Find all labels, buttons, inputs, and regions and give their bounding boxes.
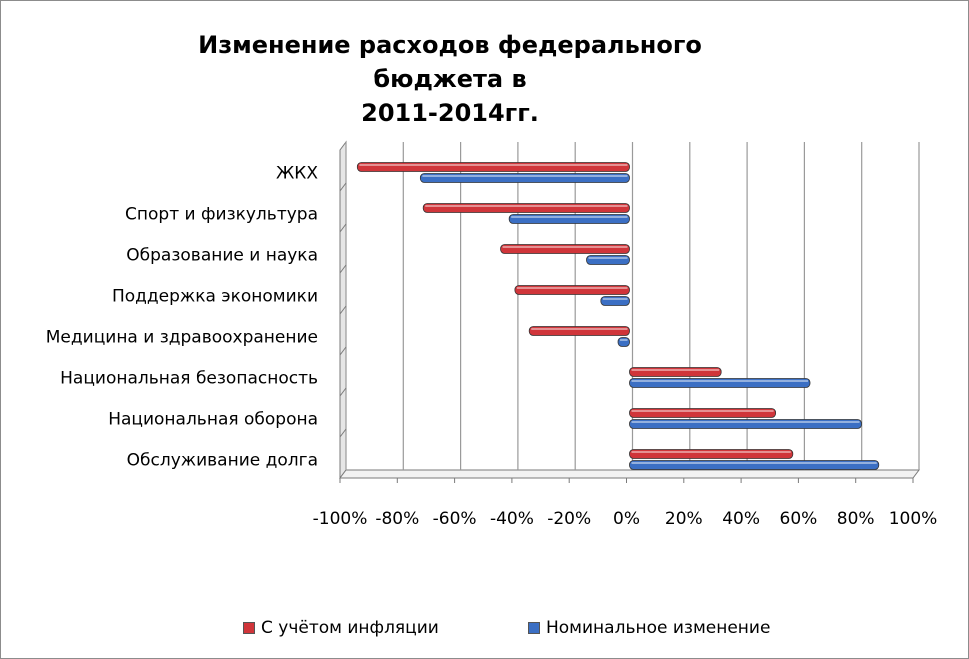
category-label: Образование и наука <box>126 246 318 266</box>
bar-inflation <box>500 244 630 254</box>
bar-body <box>356 162 630 172</box>
bar-nominal <box>586 255 630 265</box>
y-tick <box>339 223 347 233</box>
category-label: Национальная безопасность <box>60 369 318 389</box>
bars <box>356 162 880 470</box>
bar-nominal <box>629 460 880 470</box>
category-label: ЖКХ <box>276 164 318 184</box>
legend-item-nominal: Номинальное изменение <box>528 618 770 638</box>
x-tick-label: 100% <box>889 509 938 529</box>
legend-swatch-nominal <box>528 622 540 634</box>
bar-highlight <box>531 328 628 330</box>
bar-body <box>586 255 630 265</box>
category-label: Национальная оборона <box>108 410 318 430</box>
category-labels: ЖКХ Спорт и физкультура Образование и наук… <box>46 164 319 471</box>
bar-nominal <box>508 214 630 224</box>
bar-body <box>629 460 880 470</box>
bar-body <box>528 326 630 336</box>
bar-highlight <box>631 421 860 423</box>
plot-floor <box>339 469 920 479</box>
bar-highlight <box>588 257 628 259</box>
x-tick-label: 40% <box>722 509 760 529</box>
y-tick <box>339 182 347 192</box>
bar-inflation <box>528 326 630 336</box>
x-tick-label: 0% <box>613 509 640 529</box>
legend-label-inflation: С учётом инфляции <box>261 618 439 638</box>
legend: С учётом инфляции Номинальное изменение <box>0 618 969 642</box>
bar-inflation <box>422 203 630 213</box>
bar-body <box>500 244 630 254</box>
y-tick <box>339 387 347 397</box>
legend-label-nominal: Номинальное изменение <box>546 618 771 638</box>
bar-inflation <box>356 162 630 172</box>
x-tick-label: -40% <box>490 509 534 529</box>
bar-highlight <box>631 451 791 453</box>
bar-highlight <box>631 369 720 371</box>
bar-highlight <box>631 462 877 464</box>
bar-highlight <box>422 175 628 177</box>
bar-body <box>508 214 630 224</box>
bar-body <box>617 337 630 347</box>
x-tick-label: -60% <box>433 509 477 529</box>
bar-highlight <box>602 298 628 300</box>
y-tick <box>339 264 347 274</box>
bar-highlight <box>516 287 628 289</box>
x-tick-label: 20% <box>665 509 703 529</box>
bar-nominal <box>419 173 630 183</box>
bar-body <box>629 378 811 388</box>
bar-highlight <box>511 216 628 218</box>
bar-highlight <box>620 339 628 341</box>
bar-inflation <box>629 408 777 418</box>
bar-body <box>422 203 630 213</box>
category-label: Спорт и физкультура <box>125 205 318 225</box>
y-tick <box>339 428 347 438</box>
category-label: Медицина и здравоохранение <box>46 328 318 348</box>
bar-body <box>514 285 630 295</box>
x-tick-label: 60% <box>780 509 818 529</box>
bar-nominal <box>629 378 811 388</box>
x-tick-label: 80% <box>837 509 875 529</box>
bar-nominal <box>600 296 630 306</box>
bar-highlight <box>502 246 628 248</box>
bar-body <box>629 367 722 377</box>
grid-lines <box>339 142 920 483</box>
x-tick-labels: -100% -80% -60% -40% -20% 0% 20% 40% 60% 80% 100% <box>313 509 938 529</box>
y-tick <box>339 305 347 315</box>
chart-title-line1: Изменение расходов федерального бюджета … <box>198 31 702 93</box>
bar-nominal <box>629 419 862 429</box>
bar-inflation <box>514 285 630 295</box>
y-tick <box>339 346 347 356</box>
bar-highlight <box>425 205 628 207</box>
x-tick-label: -100% <box>313 509 368 529</box>
bar-inflation <box>629 367 722 377</box>
bar-highlight <box>359 164 628 166</box>
bar-inflation <box>629 449 794 459</box>
bar-body <box>629 408 777 418</box>
chart-title-line2: 2011-2014гг. <box>361 99 539 127</box>
bar-highlight <box>631 380 808 382</box>
bar-body <box>629 449 794 459</box>
legend-item-inflation: С учётом инфляции <box>243 618 439 638</box>
x-tick-label: -20% <box>547 509 591 529</box>
bar-body <box>600 296 630 306</box>
legend-swatch-inflation <box>243 622 255 634</box>
x-tick-label: -80% <box>375 509 419 529</box>
category-label: Обслуживание долга <box>127 451 318 471</box>
bar-body <box>419 173 630 183</box>
bar-highlight <box>631 410 774 412</box>
chart-title: Изменение расходов федерального бюджета … <box>150 28 750 130</box>
bar-body <box>629 419 862 429</box>
bar-nominal <box>617 337 630 347</box>
category-label: Поддержка экономики <box>112 287 318 307</box>
